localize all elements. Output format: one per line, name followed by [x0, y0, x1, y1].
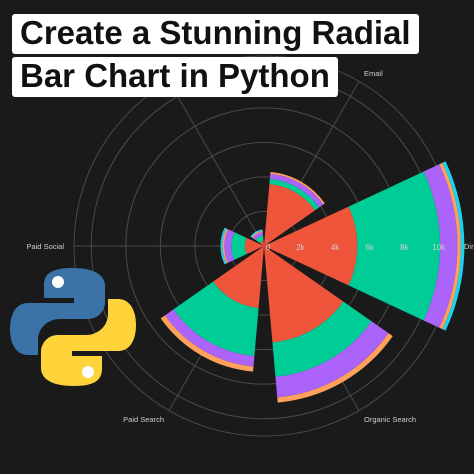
bar-segment-paid-social-s4	[222, 228, 228, 264]
category-label: Email	[364, 69, 383, 78]
bar-segment-organic-search-s1	[264, 246, 344, 343]
bar-segment-direct-s1	[264, 206, 358, 286]
bars-group	[160, 161, 465, 403]
radial-tick-label: 6k	[365, 243, 374, 252]
labels-group: 0 2k 4k 6k 8k 10k Direct Organic Search Paid Sea…	[26, 69, 474, 424]
category-label: Paid Search	[123, 415, 164, 424]
bar-segment-organic-search-s2	[272, 301, 372, 377]
python-logo-yellow-snake	[41, 299, 136, 386]
bar-segment-referral-s3	[252, 232, 264, 241]
python-logo-yellow-eye	[82, 366, 94, 378]
bar-segment-paid-search-s3	[164, 309, 255, 367]
bar-segment-referral-s5	[250, 229, 263, 238]
python-logo-blue-eye	[52, 276, 64, 288]
bar-segment-direct-s2	[348, 171, 441, 321]
bar-segment-direct-s4	[439, 162, 461, 330]
bar-segment-direct-s3	[423, 164, 458, 328]
python-logo-blue-snake	[10, 268, 105, 355]
bar-segment-paid-social-s1	[245, 237, 264, 255]
radial-tick-label: 8k	[400, 243, 409, 252]
bar-segment-paid-search-s4	[160, 315, 254, 372]
bar-segment-paid-search-s1	[213, 246, 264, 308]
python-logo-icon	[10, 268, 136, 386]
title-line-1: Create a Stunning Radial	[12, 14, 419, 54]
radial-tick-label: 10k	[432, 243, 446, 252]
bar-segment-email-s2	[269, 178, 320, 211]
radial-tick-label: 0	[266, 243, 271, 252]
bar-segment-direct-s5	[442, 161, 465, 331]
radial-tick-label: 2k	[296, 243, 305, 252]
category-label: Organic Search	[364, 415, 416, 424]
bar-segment-email-s1	[264, 184, 315, 246]
bar-segment-paid-social-s5	[220, 227, 227, 265]
radial-tick-label: 4k	[331, 243, 340, 252]
title-line-2: Bar Chart in Python	[12, 57, 338, 97]
bar-segment-paid-social-s3	[224, 229, 235, 263]
category-label: Direct	[464, 242, 474, 251]
bar-segment-paid-social-s2	[231, 232, 247, 260]
bar-segment-email-s3	[269, 173, 324, 208]
bar-segment-referral-s2	[255, 235, 264, 244]
bar-segment-referral-s4	[251, 230, 263, 239]
bar-segment-organic-search-s3	[275, 321, 389, 398]
bar-segment-referral-s1	[259, 240, 264, 246]
bar-segment-paid-search-s2	[173, 281, 259, 357]
grid-spoke	[168, 81, 265, 247]
category-label: Paid Social	[26, 242, 64, 251]
